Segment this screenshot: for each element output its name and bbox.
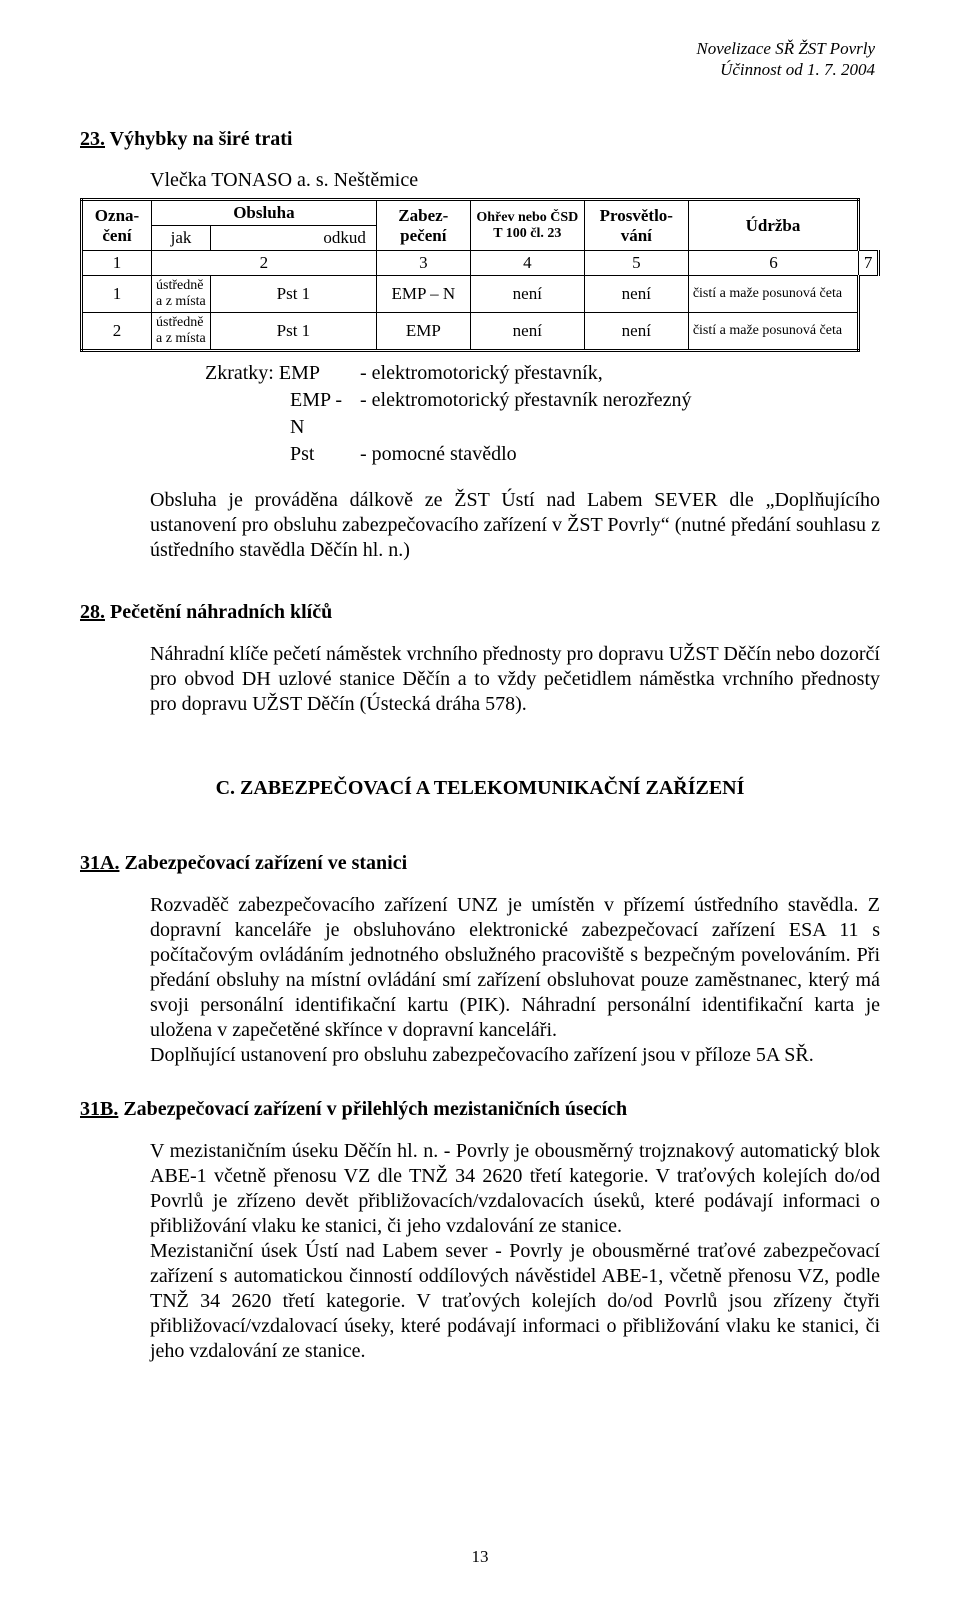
r1-c5: není	[584, 276, 688, 313]
th-udrzba: Údržba	[688, 200, 858, 251]
r2-c4: není	[470, 313, 584, 351]
th-oznaceni: Ozna-čení	[82, 200, 152, 251]
header-line2: Účinnost od 1. 7. 2004	[696, 59, 875, 80]
num-c1: 1	[82, 251, 152, 276]
section-28-num: 28.	[80, 601, 105, 623]
page-header-right: Novelizace SŘ ŽST Povrly Účinnost od 1. …	[696, 38, 875, 81]
abbr-l1a: Zkratky: EMP	[205, 360, 360, 387]
s31b-p2: Mezistaniční úsek Ústí nad Labem sever -…	[150, 1239, 880, 1364]
r1-c4: není	[470, 276, 584, 313]
abbr-l3b: - pomocné stavědlo	[360, 441, 517, 468]
r2-c2a: ústředně a z místa	[152, 313, 211, 351]
section-31a-num: 31A.	[80, 852, 119, 874]
r2-c5: není	[584, 313, 688, 351]
r1-c1: 1	[82, 276, 152, 313]
r1-c2a: ústředně a z místa	[152, 276, 211, 313]
num-c2: 2	[152, 251, 377, 276]
th-zabezpeceni: Zabez-pečení	[376, 200, 470, 251]
r1-c6: čistí a maže posunová četa	[688, 276, 858, 313]
r1-c3: EMP – N	[376, 276, 470, 313]
th-obsluha: Obsluha	[152, 200, 377, 226]
page-number: 13	[0, 1547, 960, 1567]
r2-c1: 2	[82, 313, 152, 351]
th-jak: jak	[152, 226, 211, 251]
section-c-heading: C. ZABEZPEČOVACÍ A TELEKOMUNIKAČNÍ ZAŘÍZ…	[80, 777, 880, 800]
section-31a-heading: 31A. Zabezpečovací zařízení ve stanici	[80, 852, 880, 875]
num-c4: 4	[470, 251, 584, 276]
r1-c2b: Pst 1	[211, 276, 377, 313]
num-c5: 5	[584, 251, 688, 276]
section-23-title: Výhybky na širé trati	[110, 128, 293, 150]
th-ohrev: Ohřev nebo ČSD T 100 čl. 23	[470, 200, 584, 251]
s31b-p1: V mezistaničním úseku Děčín hl. n. - Pov…	[150, 1139, 880, 1239]
section-31a-title: Zabezpečovací zařízení ve stanici	[124, 852, 407, 874]
section-31b-title: Zabezpečovací zařízení v přilehlých mezi…	[123, 1098, 627, 1120]
th-odkud: odkud	[211, 226, 377, 251]
section-23-num: 23.	[80, 128, 105, 150]
section-23-subtitle: Vlečka TONASO a. s. Neštěmice	[150, 169, 880, 192]
section-28-title: Pečetění náhradních klíčů	[110, 601, 332, 623]
s31a-p2: Doplňující ustanovení pro obsluhu zabezp…	[150, 1043, 880, 1068]
section-23-heading: 23. Výhybky na širé trati	[80, 128, 880, 151]
num-c3: 3	[376, 251, 470, 276]
num-c7: 7	[859, 251, 879, 276]
section-28-heading: 28. Pečetění náhradních klíčů	[80, 601, 880, 624]
table-23: Ozna-čení Obsluha Zabez-pečení Ohřev neb…	[80, 198, 880, 352]
s23-para: Obsluha je prováděna dálkově ze ŽST Ústí…	[150, 488, 880, 563]
th-prosvetlovani: Prosvětlo-vání	[584, 200, 688, 251]
r2-c2b: Pst 1	[211, 313, 377, 351]
r2-c6: čistí a maže posunová četa	[688, 313, 858, 351]
s28-para: Náhradní klíče pečetí náměstek vrchního …	[150, 642, 880, 717]
abbr-l3a: Pst	[205, 441, 360, 468]
section-31b-heading: 31B. Zabezpečovací zařízení v přilehlých…	[80, 1098, 880, 1121]
abbr-l2b: - elektromotorický přestavník nerozřezný	[360, 387, 692, 441]
abbreviations: Zkratky: EMP - elektromotorický přestavn…	[205, 360, 880, 468]
r2-c3: EMP	[376, 313, 470, 351]
s31a-p1: Rozvaděč zabezpečovacího zařízení UNZ je…	[150, 893, 880, 1043]
abbr-l2a: EMP - N	[205, 387, 360, 441]
abbr-l1b: - elektromotorický přestavník,	[360, 360, 603, 387]
num-c6: 6	[688, 251, 858, 276]
page: Novelizace SŘ ŽST Povrly Účinnost od 1. …	[0, 0, 960, 1597]
section-31b-num: 31B.	[80, 1098, 118, 1120]
header-line1: Novelizace SŘ ŽST Povrly	[696, 38, 875, 59]
